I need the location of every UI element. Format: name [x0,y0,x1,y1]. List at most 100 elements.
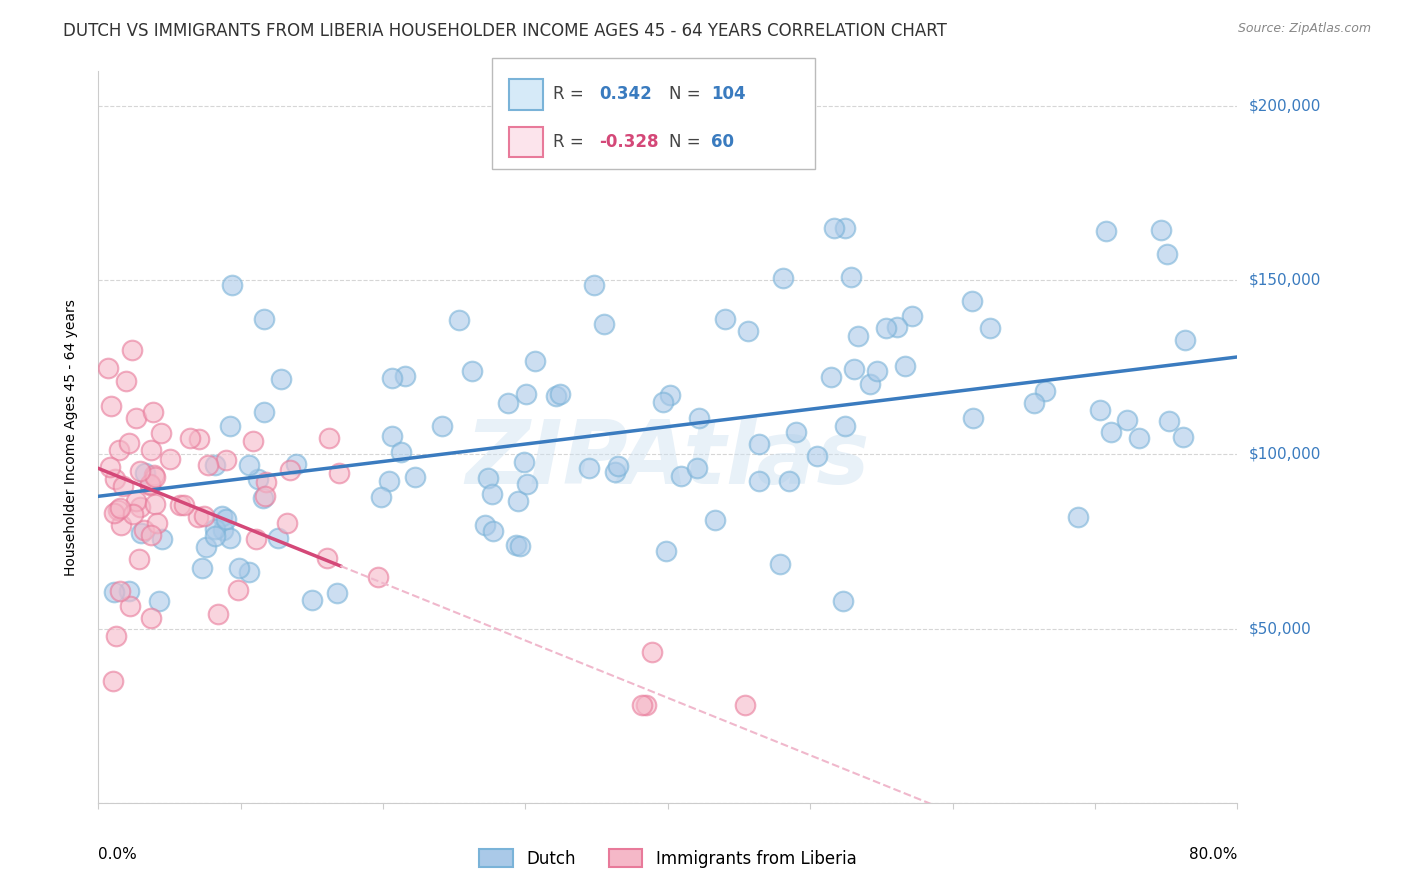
Point [772,271,794,285]
Point [139,478,162,492]
Point [141,442,163,457]
Point [449,313,471,327]
Text: 104: 104 [711,85,747,103]
Point [142,405,165,419]
Point [823,221,845,235]
Point [100,400,122,414]
Point [103,585,125,599]
Point [110,584,132,599]
Point [118,583,141,598]
Point [179,431,201,445]
Point [328,466,350,480]
Text: 0.342: 0.342 [599,85,652,103]
Point [671,468,693,483]
Point [169,498,191,512]
Point [197,458,219,472]
Point [1033,384,1056,398]
Point [806,449,828,463]
Point [143,497,166,511]
Point [655,544,678,558]
Point [834,419,856,434]
Point [128,552,150,566]
Point [245,533,267,547]
Text: R =: R = [553,85,583,103]
Point [238,458,260,472]
Point [1095,224,1118,238]
Point [101,673,124,688]
Point [886,319,908,334]
Point [108,500,131,515]
Point [839,270,862,285]
Point [103,506,125,520]
Point [187,510,209,524]
Point [253,405,276,419]
Point [734,698,756,713]
Point [430,419,453,434]
Point [778,475,800,489]
Y-axis label: Householder Income Ages 45 - 64 years: Householder Income Ages 45 - 64 years [63,299,77,575]
Point [686,461,709,475]
Point [104,629,127,643]
Point [301,592,323,607]
Point [326,586,349,600]
Point [474,517,496,532]
Point [1116,413,1139,427]
Text: 80.0%: 80.0% [1189,847,1237,862]
Point [960,293,983,308]
Point [370,490,392,504]
Point [516,477,538,491]
Text: 60: 60 [711,133,734,151]
Point [1066,510,1088,524]
Point [134,466,156,480]
Point [641,645,664,659]
Point [118,436,141,450]
Point [211,523,233,537]
Text: $200,000: $200,000 [1249,99,1320,113]
Point [207,607,229,621]
Point [316,551,339,566]
Point [875,321,897,335]
Point [204,458,226,472]
Point [894,359,917,374]
Point [509,539,531,553]
Point [285,458,308,472]
Point [505,538,527,552]
Point [159,451,181,466]
Point [121,343,143,357]
Point [1128,431,1150,445]
Point [607,459,630,474]
Point [104,472,127,486]
Point [228,583,250,598]
Point [247,472,270,486]
Point [631,698,654,713]
Point [238,566,260,580]
Point [150,425,173,440]
Point [834,221,856,235]
Point [97,360,120,375]
Text: N =: N = [669,133,700,151]
Point [593,318,616,332]
Point [381,429,404,443]
Point [270,372,292,386]
Point [215,452,238,467]
Point [129,464,152,478]
Point [187,432,209,446]
Point [218,418,240,433]
Text: $100,000: $100,000 [1249,447,1320,462]
Point [703,512,725,526]
Point [173,498,195,512]
Point [145,470,167,484]
Point [832,594,855,608]
Point [145,516,167,530]
Point [748,437,770,451]
Point [583,277,606,292]
Text: DUTCH VS IMMIGRANTS FROM LIBERIA HOUSEHOLDER INCOME AGES 45 - 64 YEARS CORRELATI: DUTCH VS IMMIGRANTS FROM LIBERIA HOUSEHO… [63,22,948,40]
Point [190,560,212,574]
Legend: Dutch, Immigrants from Liberia: Dutch, Immigrants from Liberia [479,849,856,868]
Point [523,353,546,368]
Text: 0.0%: 0.0% [98,847,138,862]
Point [110,517,132,532]
Point [219,531,242,545]
Point [820,370,842,384]
Point [131,526,153,541]
